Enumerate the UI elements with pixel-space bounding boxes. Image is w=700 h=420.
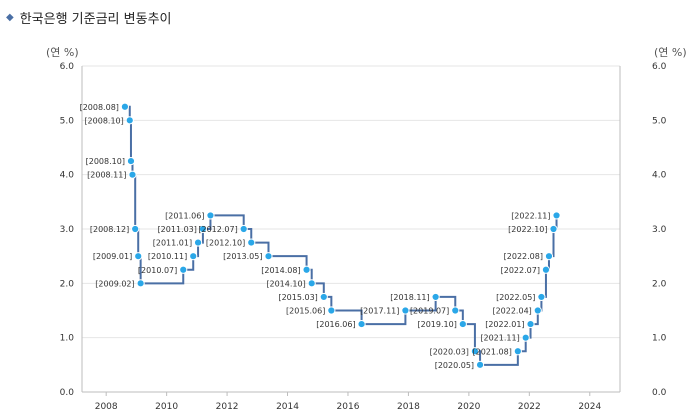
y-tick-label-right: 1.0 [652,334,667,344]
data-point [327,306,336,315]
y-tick-label-right: 5.0 [652,116,667,126]
data-point-label: [2013.05] [223,252,262,261]
diamond-bullet-icon: ◆ [6,12,14,23]
x-tick-label: 2010 [155,402,178,412]
data-point [537,292,546,302]
data-point-label: [2022.07] [501,266,540,275]
data-point [475,360,485,369]
y-tick-label-right: 4.0 [652,171,667,181]
data-point [264,252,273,261]
data-point [136,279,145,288]
data-point-label: [2022.10] [508,225,547,234]
data-point-label: [2022.08] [504,252,543,261]
data-point [470,347,480,356]
y-axis-unit-left: (연 %) [46,46,79,59]
data-point-label: [2008.11] [87,171,126,180]
data-point [128,170,137,179]
y-tick-label-right: 2.0 [652,279,667,289]
data-point [451,306,460,315]
data-point [549,224,558,234]
chart-title-row: ◆ 한국은행 기준금리 변동추이 [6,8,172,27]
data-point [552,211,561,220]
data-point [134,252,143,261]
data-point [458,319,467,329]
data-point-label: [2014.08] [261,266,300,275]
x-tick-label: 2018 [397,402,420,412]
data-point [189,252,198,261]
data-point [302,265,311,274]
data-point [357,319,366,329]
data-point [198,224,207,234]
y-axis-unit-right: (연 %) [654,46,687,59]
data-point-label: [2015.06] [286,307,325,316]
y-tick-label-right: 0.0 [652,388,667,398]
data-point [126,156,136,166]
data-point-label: [2019.10] [418,320,457,329]
data-point [307,279,316,288]
x-tick-label: 2014 [276,402,299,412]
y-tick-label-left: 0.0 [60,388,75,398]
data-point-label: [2020.05] [435,361,474,370]
data-point [131,224,140,234]
data-point-label: [2015.03] [278,293,317,302]
data-point-label: [2018.11] [390,293,429,302]
x-tick-label: 2016 [337,402,360,412]
y-tick-label-left: 3.0 [60,225,75,235]
data-point-label: [2008.10] [84,116,123,125]
data-point [544,252,554,261]
x-tick-label: 2008 [95,402,118,412]
data-point-label: [2022.11] [511,211,550,220]
data-point [526,319,535,329]
data-point-label: [2008.12] [90,225,129,234]
y-tick-label-left: 5.0 [60,116,75,126]
data-point-label: [2008.08] [80,103,119,112]
data-point-label: [2017.11] [360,307,399,316]
data-point-label: [2021.11] [480,334,519,343]
data-point [125,116,134,125]
x-tick-label: 2024 [578,402,601,412]
chart-title: 한국은행 기준금리 변동추이 [19,12,172,27]
x-tick-label: 2022 [518,402,541,412]
data-point-label: [2011.03] [158,225,197,234]
data-point-label: [2019.07] [410,307,449,316]
data-point-label: [2008.10] [86,157,125,166]
data-point [239,224,248,234]
data-point [120,102,130,111]
data-point [513,347,522,356]
data-point [247,238,256,247]
data-point-label: [2012.07] [198,225,237,234]
y-tick-label-right: 3.0 [652,225,667,235]
data-point [521,333,530,342]
data-point-label: [2012.10] [206,239,245,248]
data-point [319,292,328,302]
data-point-label: [2010.11] [148,252,187,261]
y-tick-label-right: 6.0 [652,62,667,72]
y-tick-label-left: 1.0 [60,334,75,344]
data-point-label: [2016.06] [316,320,355,329]
data-point [431,292,440,302]
y-tick-label-left: 2.0 [60,279,75,289]
data-point-label: [2022.04] [492,307,531,316]
data-point [541,265,551,274]
x-tick-label: 2012 [216,402,239,412]
data-point [533,306,542,315]
data-point-label: [2010.07] [138,266,177,275]
y-tick-label-left: 6.0 [60,62,75,72]
data-point-label: [2021.08] [473,347,512,356]
data-point [401,306,410,315]
data-point-label: [2009.02] [95,279,134,288]
data-point-label: [2009.01] [93,252,132,261]
data-point-label: [2014.10] [266,279,305,288]
data-point-label: [2022.01] [485,320,524,329]
data-point-label: [2022.05] [496,293,535,302]
data-point [179,265,188,274]
data-point-label: [2011.06] [165,211,204,220]
data-point [193,238,203,247]
x-tick-label: 2020 [457,402,480,412]
data-point [206,211,215,220]
data-point-label: [2011.01] [153,239,192,248]
data-point-label: [2020.03] [430,347,469,356]
y-tick-label-left: 4.0 [60,171,75,181]
